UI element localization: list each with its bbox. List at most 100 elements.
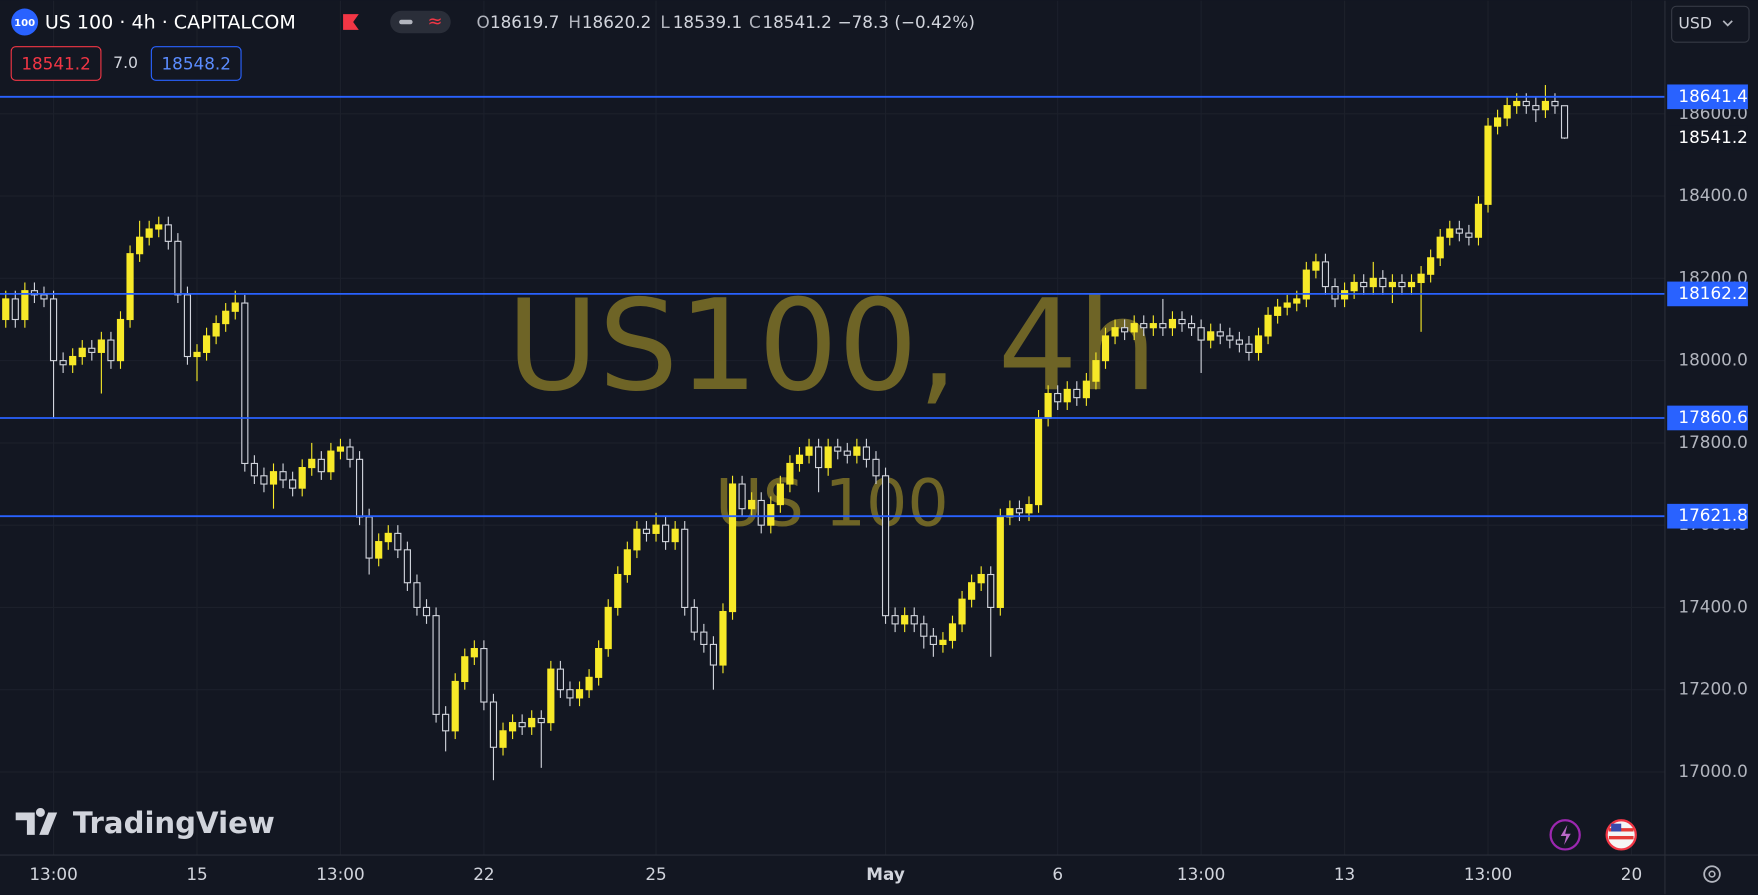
candle-body xyxy=(824,446,832,469)
candle-body xyxy=(174,240,182,296)
candle-body xyxy=(767,504,775,526)
settings-icon[interactable] xyxy=(1703,865,1721,883)
ask-box[interactable] xyxy=(150,46,242,81)
candle-body xyxy=(1245,343,1253,353)
candle-body xyxy=(1417,273,1425,284)
candle-body xyxy=(853,446,861,456)
candle-body xyxy=(1436,236,1444,259)
events-icon[interactable] xyxy=(1549,819,1581,851)
symbol-title[interactable]: US 100 · 4h · CAPITALCOM xyxy=(45,12,296,34)
candle-body xyxy=(202,335,211,353)
candle-body xyxy=(116,318,125,362)
candle-body xyxy=(633,528,641,551)
candle-body xyxy=(748,499,756,510)
candle-body xyxy=(442,713,450,732)
candle-body xyxy=(250,462,258,477)
last-price-box xyxy=(1667,125,1748,151)
candle-body xyxy=(1168,318,1177,329)
hline-label-box xyxy=(1667,503,1748,529)
candle-body xyxy=(1369,277,1377,288)
candle-body xyxy=(595,647,603,678)
candle-body xyxy=(1350,281,1358,292)
bid[interactable]: 18541.2 xyxy=(21,54,90,74)
candle-body xyxy=(59,360,67,366)
candle-body xyxy=(308,458,316,469)
settings-center xyxy=(1708,870,1716,878)
candle-body xyxy=(298,467,306,489)
candle-body xyxy=(968,582,976,600)
candle-body xyxy=(336,446,345,452)
candle-body xyxy=(212,323,220,337)
candle-body xyxy=(432,615,440,715)
candle-body xyxy=(499,730,507,748)
plot xyxy=(0,85,1665,781)
candle-body xyxy=(317,458,325,473)
candle-body xyxy=(776,483,784,506)
candle-body xyxy=(136,236,144,255)
candle-body xyxy=(738,483,746,510)
candle-body xyxy=(375,541,383,559)
candle-body xyxy=(403,549,411,584)
hline-label-box xyxy=(1667,84,1748,110)
candle-body xyxy=(11,298,19,321)
candle-body xyxy=(145,228,153,238)
ohlc-label: O xyxy=(476,12,489,32)
candle-body xyxy=(1254,335,1263,353)
candle-body xyxy=(728,483,737,613)
candle-body xyxy=(1513,100,1521,107)
y-tick-label: 17000.0 xyxy=(1678,761,1747,781)
candle-body xyxy=(40,294,48,300)
x-tick-label: 13:00 xyxy=(1464,864,1512,884)
candle-body xyxy=(346,446,354,460)
flag-icon[interactable] xyxy=(343,14,359,30)
toggle[interactable] xyxy=(390,10,451,34)
lightning xyxy=(1560,824,1571,845)
candle-body xyxy=(78,347,86,358)
currency[interactable]: USD xyxy=(1678,14,1712,33)
x-tick-label: 13 xyxy=(1334,864,1355,884)
candle-body xyxy=(88,347,96,353)
candle-body xyxy=(614,573,622,608)
axes: 17000.017200.017400.017600.017800.018000… xyxy=(29,84,1748,884)
candle-body xyxy=(461,656,469,683)
candle-body xyxy=(1101,335,1110,362)
ask[interactable]: 18548.2 xyxy=(161,54,230,74)
candle-body xyxy=(451,680,459,732)
candle-body xyxy=(1388,281,1396,288)
x-tick-label: 13:00 xyxy=(29,864,77,884)
candle-body xyxy=(365,516,373,559)
candle-body xyxy=(939,639,947,646)
candle-body xyxy=(1360,281,1368,288)
candle-body xyxy=(575,689,584,699)
spread: 7.0 xyxy=(113,53,138,72)
candle-body xyxy=(662,524,670,543)
candle-body xyxy=(1149,323,1157,329)
candle-body xyxy=(1427,257,1435,275)
candle-body xyxy=(795,454,804,465)
candle-body xyxy=(881,475,890,617)
symbol-badge xyxy=(11,8,39,36)
chevron xyxy=(1722,20,1733,27)
candle-body xyxy=(1503,105,1511,119)
candle-body xyxy=(470,647,478,658)
candle-body xyxy=(480,647,488,703)
candle-body xyxy=(355,458,364,518)
candle-body xyxy=(2,298,10,321)
candle-body xyxy=(757,499,765,526)
candle-body xyxy=(1331,286,1339,300)
candle-body xyxy=(384,532,392,543)
ohlc-value: 18620.2 xyxy=(582,12,651,32)
candle-body xyxy=(604,606,612,650)
y-tick-label: 18400.0 xyxy=(1678,185,1747,205)
candle-body xyxy=(1455,228,1463,234)
grid xyxy=(0,0,1665,856)
hline-label: 18162.2 xyxy=(1678,283,1747,303)
candle-body xyxy=(489,701,498,748)
currency-select[interactable] xyxy=(1671,5,1750,43)
candle-body xyxy=(566,689,574,699)
bid-box[interactable] xyxy=(10,46,102,81)
x-tick-label: 20 xyxy=(1621,864,1642,884)
